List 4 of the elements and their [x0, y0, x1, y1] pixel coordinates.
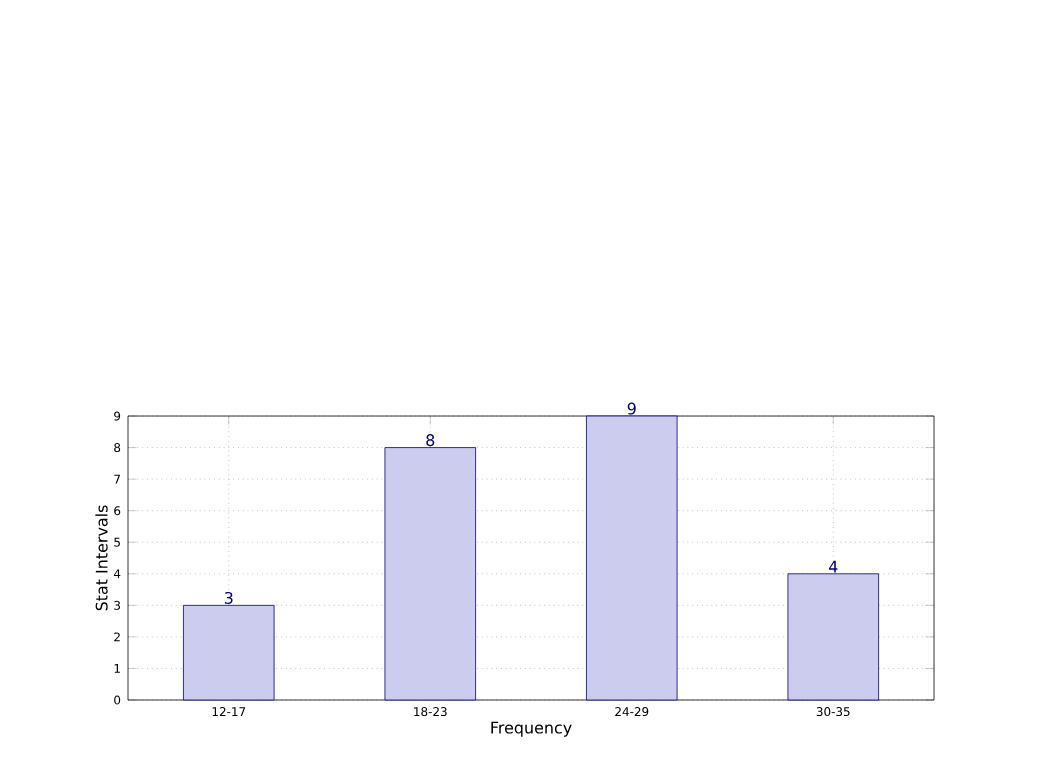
- bar: [787, 573, 880, 701]
- bar: [183, 604, 275, 701]
- bar: [384, 447, 476, 701]
- bar: [586, 415, 678, 701]
